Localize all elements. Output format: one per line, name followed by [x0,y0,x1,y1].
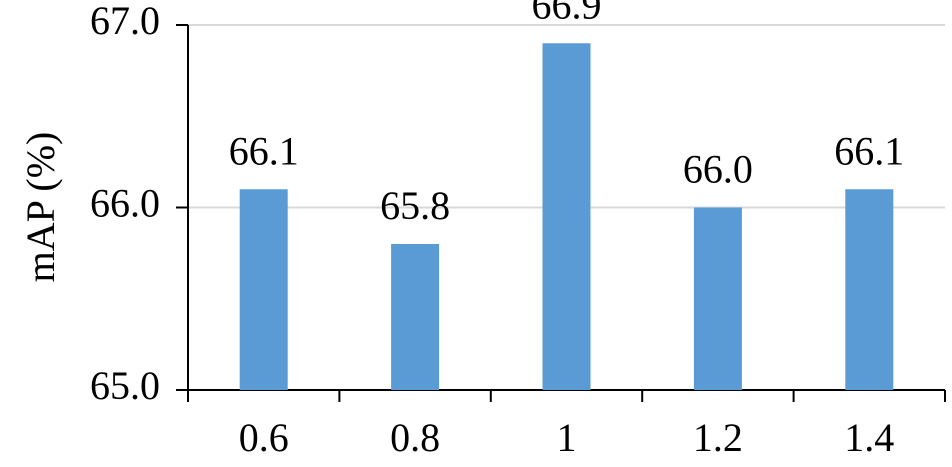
data-label: 66.1 [834,128,904,173]
x-tick-label: 1.2 [693,415,743,460]
bar [239,189,288,390]
y-tick-label: 65.0 [90,363,160,408]
bar [845,189,894,390]
bar [693,207,742,390]
data-label: 66.9 [532,0,602,27]
data-label: 66.1 [229,128,299,173]
bar [542,43,591,390]
x-tick-label: 0.6 [239,415,289,460]
data-label: 66.0 [683,147,753,192]
x-tick-label: 1 [557,415,577,460]
y-tick-label: 67.0 [90,0,160,43]
y-axis-label: mAP (%) [18,132,63,283]
x-tick-label: 1.4 [844,415,894,460]
x-tick-label: 0.8 [390,415,440,460]
bar [391,244,440,390]
y-tick-label: 66.0 [90,181,160,226]
data-label: 65.8 [380,183,450,228]
